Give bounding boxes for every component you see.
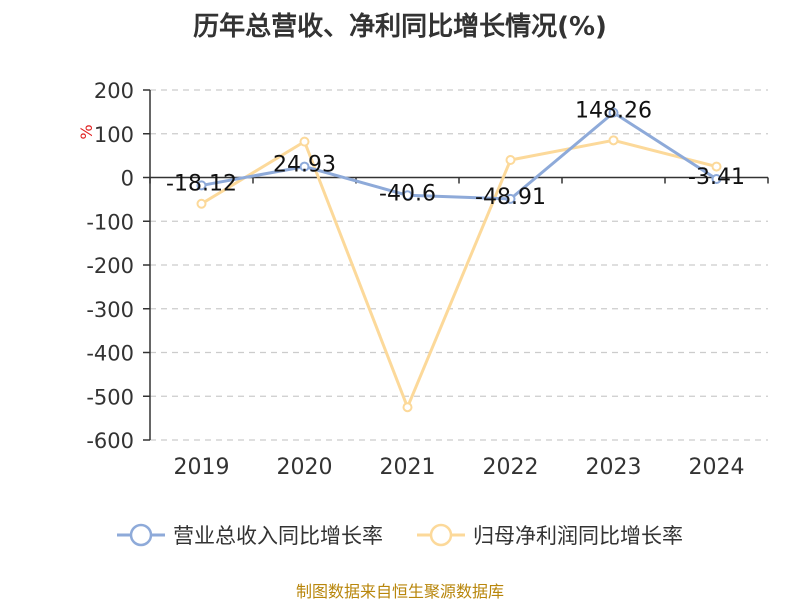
y-tick-label: 0: [121, 167, 134, 191]
data-label: -18.12: [166, 171, 237, 196]
y-tick-label: 100: [94, 123, 134, 147]
series-point-1: [402, 402, 413, 413]
series-point-1: [196, 198, 207, 209]
x-tick-label: 2023: [586, 455, 642, 480]
data-label: 148.26: [575, 99, 652, 124]
legend-net-profit-swatch-icon: [417, 523, 465, 547]
legend-revenue-label: 营业总收入同比增长率: [173, 524, 383, 548]
y-tick-label: -500: [86, 385, 134, 409]
x-tick-label: 2024: [689, 455, 745, 480]
series-line-1: [200, 138, 717, 409]
data-label: -40.6: [379, 181, 436, 206]
y-tick-label: -100: [86, 210, 134, 234]
series-point-1: [711, 161, 722, 172]
y-tick-label: -600: [86, 429, 134, 453]
x-tick-label: 2020: [277, 455, 333, 480]
chart-title: 历年总营收、净利同比增长情况(%): [193, 12, 607, 42]
legend-revenue-swatch-icon: [117, 523, 165, 547]
series-point-1: [299, 136, 310, 147]
series-point-1: [505, 155, 516, 165]
series-point-1: [608, 135, 619, 146]
y-tick-label: -400: [86, 342, 134, 366]
legend-item-net-profit[interactable]: 归母净利润同比增长率: [417, 520, 683, 550]
series-point-0: [505, 193, 516, 204]
data-label: -3.41: [688, 165, 745, 190]
legend-item-revenue[interactable]: 营业总收入同比增长率: [117, 520, 383, 550]
data-source-note: 制图数据来自恒生聚源数据库: [295, 582, 504, 600]
x-tick-label: 2019: [174, 455, 230, 480]
series-point-0: [711, 173, 722, 184]
series-point-0: [196, 180, 207, 191]
data-label: 24.93: [273, 153, 336, 178]
series-point-0: [608, 107, 619, 118]
x-tick-label: 2021: [380, 455, 436, 480]
series-point-0: [402, 190, 413, 201]
x-tick-label: 2022: [483, 455, 539, 480]
legend-net-profit-label: 归母净利润同比增长率: [473, 524, 683, 548]
chart-legend: 营业总收入同比增长率 归母净利润同比增长率: [0, 520, 800, 550]
y-axis-unit-label: %: [77, 124, 96, 139]
data-label: -48.91: [475, 185, 546, 210]
y-tick-label: -300: [86, 298, 134, 322]
y-tick-label: -200: [86, 254, 134, 278]
series-point-0: [299, 161, 310, 172]
y-tick-label: 200: [94, 79, 134, 103]
series-line-0: [201, 111, 718, 201]
